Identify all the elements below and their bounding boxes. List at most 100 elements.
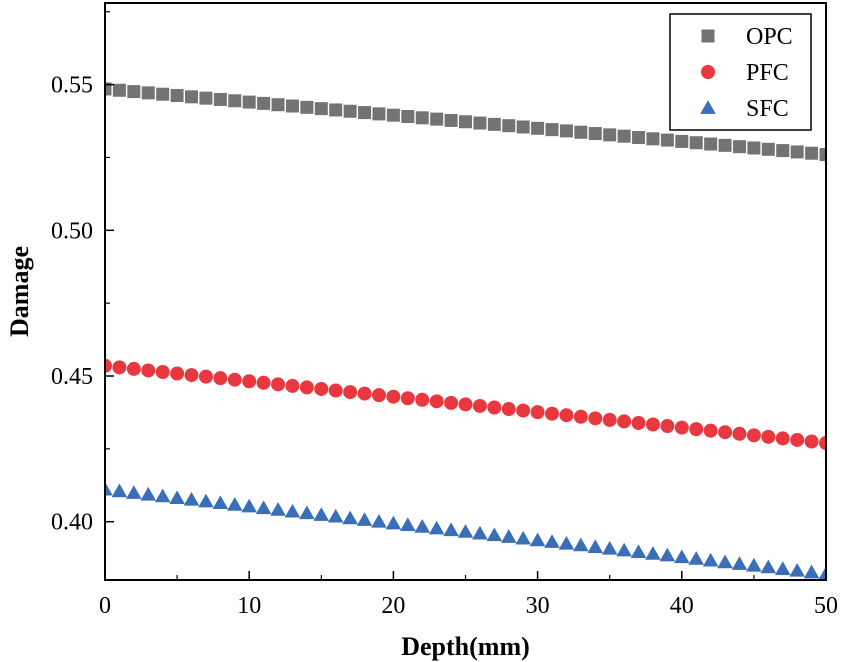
pfc-point bbox=[501, 402, 516, 417]
pfc-point bbox=[645, 417, 660, 432]
pfc-point bbox=[660, 419, 675, 434]
sfc-point bbox=[803, 564, 820, 579]
y-axis-title: Damage bbox=[5, 246, 34, 337]
sfc-point bbox=[457, 524, 474, 538]
opc-point bbox=[459, 115, 472, 129]
pfc-point bbox=[617, 414, 632, 429]
opc-point bbox=[386, 108, 400, 122]
opc-point bbox=[588, 127, 602, 141]
opc-point bbox=[617, 129, 631, 143]
sfc-point bbox=[140, 486, 157, 501]
opc-point bbox=[285, 99, 299, 113]
opc-point bbox=[300, 100, 314, 114]
opc-point bbox=[718, 138, 732, 152]
x-axis-title: Depth(mm) bbox=[401, 632, 530, 661]
opc-point bbox=[242, 95, 256, 109]
sfc-point bbox=[645, 546, 661, 560]
pfc-point bbox=[126, 361, 141, 376]
pfc-point bbox=[112, 360, 127, 375]
pfc-point bbox=[819, 436, 826, 451]
x-tick-label: 0 bbox=[99, 593, 111, 619]
opc-point bbox=[545, 123, 559, 137]
opc-point bbox=[516, 120, 530, 134]
pfc-point bbox=[256, 375, 271, 390]
opc-point bbox=[574, 125, 588, 139]
pfc-point bbox=[588, 411, 603, 426]
legend-pfc-marker bbox=[701, 65, 715, 79]
pfc-point bbox=[198, 369, 213, 384]
opc-point bbox=[487, 117, 501, 131]
opc-point bbox=[732, 140, 746, 154]
sfc-point bbox=[414, 519, 431, 533]
pfc-point bbox=[105, 358, 112, 373]
opc-point bbox=[531, 121, 545, 135]
opc-point bbox=[314, 102, 328, 116]
sfc-point bbox=[573, 537, 589, 552]
sfc-point bbox=[126, 485, 142, 499]
sfc-point bbox=[486, 527, 503, 542]
opc-point bbox=[689, 136, 703, 150]
sfc-point bbox=[342, 510, 358, 525]
pfc-point bbox=[213, 371, 228, 386]
sfc-point bbox=[385, 515, 402, 530]
opc-point bbox=[603, 128, 617, 142]
opc-point bbox=[415, 111, 429, 125]
y-tick-label: 0.55 bbox=[51, 73, 93, 99]
pfc-point bbox=[775, 431, 790, 446]
pfc-point bbox=[242, 374, 257, 389]
legend-pfc-label: PFC bbox=[746, 60, 789, 86]
pfc-point bbox=[530, 405, 545, 420]
sfc-point bbox=[154, 488, 171, 503]
pfc-point bbox=[472, 398, 487, 413]
pfc-point bbox=[516, 403, 531, 418]
pfc-point bbox=[487, 400, 502, 415]
pfc-point bbox=[314, 381, 329, 396]
opc-point bbox=[473, 116, 487, 130]
sfc-point bbox=[818, 566, 826, 580]
pfc-point bbox=[703, 423, 718, 438]
sfc-point bbox=[255, 500, 272, 515]
pfc-point bbox=[299, 380, 314, 395]
opc-point bbox=[213, 92, 227, 106]
y-tick-label: 0.40 bbox=[51, 510, 93, 536]
sfc-point bbox=[284, 503, 301, 518]
sfc-point bbox=[616, 542, 632, 557]
opc-point bbox=[401, 110, 415, 124]
pfc-point bbox=[328, 383, 343, 398]
opc-point bbox=[257, 96, 271, 110]
pfc-point bbox=[732, 426, 747, 441]
pfc-point bbox=[184, 368, 199, 383]
opc-point bbox=[444, 113, 458, 127]
sfc-point bbox=[601, 541, 618, 555]
pfc-point bbox=[689, 422, 704, 437]
sfc-point bbox=[371, 513, 387, 528]
sfc-point bbox=[299, 505, 315, 520]
legend-box bbox=[669, 13, 812, 131]
opc-point bbox=[185, 90, 199, 104]
sfc-point bbox=[544, 534, 560, 548]
pfc-point bbox=[559, 408, 574, 423]
pfc-point bbox=[271, 377, 286, 392]
axis-ticks: 0 10 20 30 40 50 0.40 0.45 0.50 0.55 bbox=[51, 11, 838, 619]
sfc-point bbox=[183, 492, 200, 506]
sfc-point bbox=[356, 512, 373, 526]
pfc-point bbox=[573, 409, 588, 424]
sfc-point bbox=[270, 502, 286, 516]
legend: OPC PFC SFC bbox=[669, 13, 812, 131]
pfc-point bbox=[674, 420, 689, 435]
opc-point bbox=[105, 82, 112, 96]
sfc-point bbox=[702, 552, 719, 567]
pfc-point bbox=[285, 378, 300, 393]
sfc-point bbox=[688, 551, 705, 565]
pfc-point bbox=[746, 428, 761, 443]
opc-point bbox=[430, 112, 444, 126]
opc-point bbox=[747, 141, 761, 155]
sfc-point bbox=[558, 535, 575, 550]
opc-point bbox=[141, 86, 155, 100]
sfc-point bbox=[500, 529, 517, 543]
sfc-point bbox=[105, 481, 113, 496]
pfc-point bbox=[155, 364, 170, 379]
opc-point bbox=[559, 124, 573, 138]
sfc-point bbox=[169, 490, 185, 504]
